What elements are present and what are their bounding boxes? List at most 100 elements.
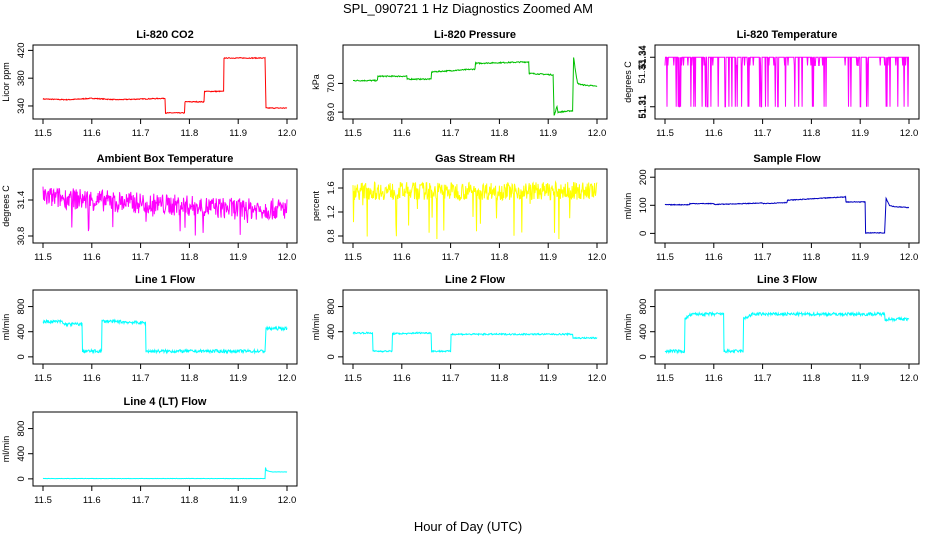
x-tick-label: 11.7 [442, 252, 460, 263]
x-tick-label: 11.8 [181, 495, 199, 506]
x-tick-label: 11.6 [705, 128, 723, 139]
panel-title: Line 2 Flow [445, 274, 505, 286]
x-tick-label: 11.9 [229, 252, 247, 263]
y-tick-label: 0 [326, 354, 337, 359]
x-tick-label: 11.9 [229, 495, 247, 506]
plot-frame [342, 44, 608, 120]
panel-title: Ambient Box Temperature [97, 153, 234, 165]
x-tick-label: 12.0 [588, 373, 607, 384]
x-tick-label: 11.8 [803, 128, 821, 139]
x-tick-label: 11.8 [491, 128, 509, 139]
x-tick-label: 11.6 [705, 252, 723, 263]
x-tick-label: 11.6 [705, 373, 723, 384]
x-tick-label: 11.6 [393, 373, 411, 384]
panel-title: Li-820 CO2 [136, 29, 193, 41]
x-tick-label: 11.5 [656, 252, 674, 263]
series-line [42, 318, 288, 355]
y-tick-label: 380 [16, 70, 27, 86]
y-tick-label: 0 [638, 354, 649, 359]
y-axis-label: degrees C [1, 185, 11, 227]
y-tick-label: 400 [326, 324, 337, 340]
x-tick-label: 11.9 [851, 373, 869, 384]
panel-title: Line 3 Flow [757, 274, 817, 286]
y-axis-label: degrees C [623, 61, 633, 103]
series-line [664, 56, 909, 108]
y-tick-label: 100 [638, 197, 649, 213]
x-tick-label: 11.9 [229, 373, 247, 384]
x-tick-label: 12.0 [278, 495, 297, 506]
panel-4: Ambient Box Temperature degrees C 11.5 11.6… [1, 153, 298, 263]
x-tick-label: 11.5 [34, 373, 52, 384]
y-tick-label: 70.0 [326, 74, 337, 93]
x-tick-label: 12.0 [900, 128, 919, 139]
x-tick-label: 11.6 [83, 373, 101, 384]
x-tick-label: 11.8 [803, 252, 821, 263]
x-tick-label: 11.9 [851, 252, 869, 263]
x-tick-label: 11.9 [539, 252, 557, 263]
x-tick-label: 11.5 [34, 128, 52, 139]
series-line [42, 186, 288, 236]
plot-frame [342, 168, 608, 244]
panel-7: Line 1 Flow ml/min 11.5 11.6 11.7 11.8 11.9 12.… [1, 274, 298, 384]
panel-2: Li-820 Pressure kPa 11.5 11.6 11.7 11.8 11.9 12… [311, 29, 608, 139]
y-tick-label: 31.4 [16, 191, 27, 210]
y-axis-label: ml/min [623, 193, 633, 220]
figure-xlabel: Hour of Day (UTC) [414, 519, 522, 534]
y-tick-label: 51.33 [637, 60, 648, 84]
y-axis-label: percent [311, 190, 321, 221]
x-tick-label: 11.8 [491, 373, 509, 384]
y-tick-label: 1.2 [326, 205, 337, 218]
y-tick-label: 51.31 [638, 95, 649, 119]
y-tick-label: 340 [16, 98, 27, 114]
x-tick-label: 12.0 [588, 252, 607, 263]
y-axis-label: ml/min [1, 436, 11, 463]
x-tick-label: 11.8 [803, 373, 821, 384]
plot-frame [342, 289, 608, 365]
panel-8: Line 2 Flow ml/min 11.5 11.6 11.7 11.8 11.9 12.… [311, 274, 608, 384]
series-line [664, 195, 910, 234]
panel-grid: Li-820 CO2 Licor ppm 11.5 11.6 11.7 11.8 11.9 1… [1, 29, 920, 506]
y-tick-label: 400 [16, 324, 27, 340]
panel-title: Li-820 Pressure [434, 29, 516, 41]
y-axis-label: ml/min [1, 314, 11, 341]
panel-title: Gas Stream RH [435, 153, 515, 165]
x-tick-label: 11.7 [442, 373, 460, 384]
plot-frame [654, 289, 920, 365]
x-tick-label: 11.8 [491, 252, 509, 263]
x-tick-label: 11.5 [344, 252, 362, 263]
x-tick-label: 11.9 [229, 128, 247, 139]
x-tick-label: 11.7 [754, 373, 772, 384]
y-tick-label: 51.34 [638, 45, 649, 69]
x-tick-label: 11.7 [132, 495, 150, 506]
plot-frame [654, 168, 920, 244]
y-tick-label: 400 [16, 446, 27, 462]
y-tick-label: 800 [16, 421, 27, 437]
x-tick-label: 11.8 [181, 128, 199, 139]
plot-frame [32, 411, 298, 487]
x-tick-label: 11.9 [539, 373, 557, 384]
panel-title: Line 1 Flow [135, 274, 195, 286]
x-tick-label: 11.8 [181, 373, 199, 384]
y-axis-label: ml/min [311, 314, 321, 341]
panel-9: Line 3 Flow ml/min 11.5 11.6 11.7 11.8 11.9 12.… [623, 274, 920, 384]
x-tick-label: 11.5 [344, 128, 362, 139]
x-tick-label: 11.5 [656, 373, 674, 384]
x-tick-label: 11.9 [851, 128, 869, 139]
series-line [42, 467, 288, 480]
x-tick-label: 11.7 [754, 252, 772, 263]
x-tick-label: 12.0 [278, 252, 297, 263]
x-tick-label: 11.7 [132, 373, 150, 384]
plot-frame [32, 289, 298, 365]
series-line [352, 180, 598, 240]
x-tick-label: 11.8 [181, 252, 199, 263]
y-tick-label: 800 [638, 299, 649, 315]
y-tick-label: 200 [638, 169, 649, 185]
panel-1: Li-820 CO2 Licor ppm 11.5 11.6 11.7 11.8 11.9 1… [1, 29, 298, 139]
x-tick-label: 11.6 [83, 495, 101, 506]
panel-6: Sample Flow ml/min 11.5 11.6 11.7 11.8 11.9 12.… [623, 153, 920, 263]
y-tick-label: 0.8 [326, 229, 337, 242]
x-tick-label: 11.5 [34, 495, 52, 506]
x-tick-label: 11.6 [393, 252, 411, 263]
y-axis-label: ml/min [623, 314, 633, 341]
y-tick-label: 0 [16, 354, 27, 359]
